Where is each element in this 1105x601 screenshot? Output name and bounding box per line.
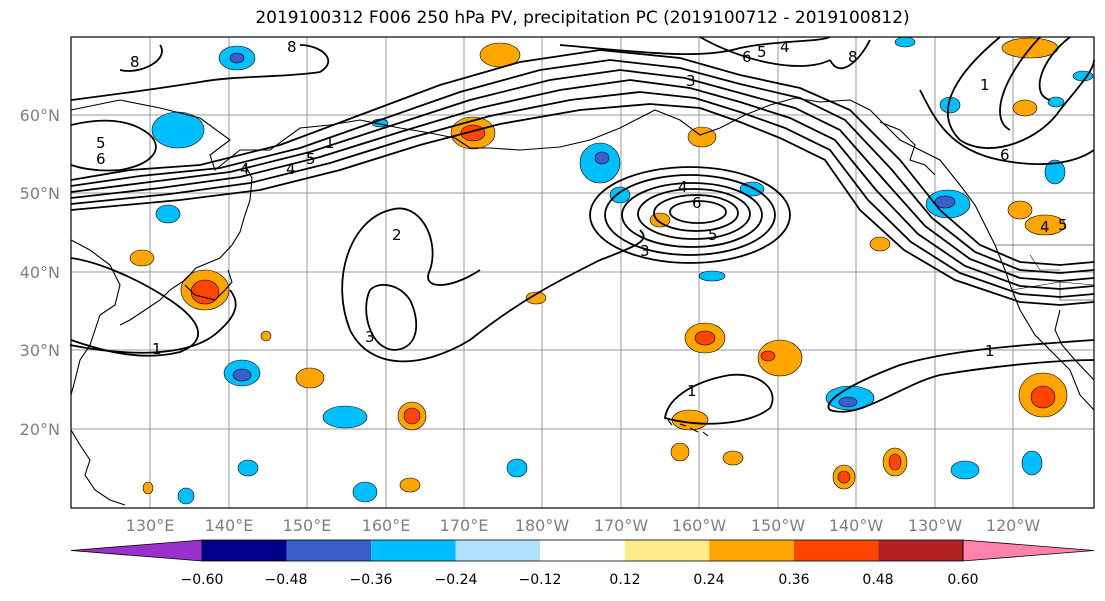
lat-label: 50°N <box>20 184 60 203</box>
svg-text:5: 5 <box>96 134 106 152</box>
colorbar-segment <box>709 540 794 561</box>
pv-contours <box>69 36 1095 425</box>
lon-label: 170°E <box>440 516 489 535</box>
lon-label: 140°E <box>205 516 254 535</box>
svg-text:8: 8 <box>287 38 297 56</box>
colorbar-tick-label: −0.12 <box>519 572 562 588</box>
svg-text:1: 1 <box>985 342 995 360</box>
lon-label: 160°E <box>362 516 411 535</box>
colorbar-tick-label: 0.48 <box>862 572 893 588</box>
svg-text:4: 4 <box>1040 218 1050 236</box>
colorbar-segment <box>540 540 625 561</box>
map-title: 2019100312 F006 250 hPa PV, precipitatio… <box>255 8 910 28</box>
svg-text:8: 8 <box>130 53 140 71</box>
lat-label: 60°N <box>20 106 60 125</box>
svg-text:2: 2 <box>392 226 402 244</box>
contour-labels: 8 8 8 5 6 4 5 4 6 5 4 6 5 4 3 1 1 1 2 3 … <box>96 38 1068 400</box>
lon-label: 150°E <box>283 516 332 535</box>
lon-label: 140°W <box>829 516 884 535</box>
lon-labels: 130°E 140°E 150°E 160°E 170°E 180°W 170°… <box>126 516 1041 535</box>
colorbar-tick-label: −0.24 <box>435 572 478 588</box>
colorbar-segment <box>371 540 456 561</box>
svg-text:4: 4 <box>286 160 296 178</box>
svg-text:5: 5 <box>757 43 767 61</box>
svg-text:5: 5 <box>306 150 316 168</box>
lon-label: 170°W <box>594 516 649 535</box>
svg-text:4: 4 <box>240 160 250 178</box>
colorbar-segment <box>455 540 541 561</box>
svg-text:6: 6 <box>96 150 106 168</box>
map-frame <box>70 36 1095 509</box>
colorbar-segment <box>878 540 963 561</box>
lon-label: 150°W <box>751 516 806 535</box>
svg-text:6: 6 <box>692 194 702 212</box>
colorbar-segment <box>70 539 203 562</box>
svg-text:5: 5 <box>708 226 718 244</box>
colorbar-segment <box>286 540 372 561</box>
lon-label: 130°E <box>126 516 175 535</box>
lat-label: 30°N <box>20 341 60 360</box>
lat-label: 20°N <box>20 420 60 439</box>
svg-text:3: 3 <box>686 72 696 90</box>
colorbar-tick-label: 0.24 <box>693 572 724 588</box>
svg-text:3: 3 <box>365 328 375 346</box>
lon-label: 120°W <box>986 516 1041 535</box>
colorbar <box>70 539 1095 562</box>
colorbar-tick-label: −0.60 <box>181 572 224 588</box>
svg-text:1: 1 <box>152 340 162 358</box>
svg-text:8: 8 <box>848 48 858 66</box>
colorbar-segment <box>624 540 710 561</box>
svg-text:5: 5 <box>1058 216 1068 234</box>
colorbar-tick-label: −0.36 <box>350 572 393 588</box>
map-panel: 8 8 8 5 6 4 5 4 6 5 4 6 5 4 3 1 1 1 2 3 … <box>69 36 1095 509</box>
colorbar-segment <box>793 540 879 561</box>
colorbar-frame <box>201 539 964 562</box>
colorbar-tick-label: 0.12 <box>609 572 640 588</box>
svg-text:3: 3 <box>640 242 650 260</box>
colorbar-tick-label: 0.60 <box>947 572 978 588</box>
svg-text:6: 6 <box>1000 146 1010 164</box>
svg-text:6: 6 <box>742 48 752 66</box>
lon-label: 160°W <box>672 516 727 535</box>
colorbar-tick-label: −0.48 <box>265 572 308 588</box>
precip-anomaly-fill <box>129 36 1094 505</box>
colorbar-ticks: −0.60 −0.48 −0.36 −0.24 −0.12 0.12 0.24 … <box>181 572 979 588</box>
colorbar-tick-label: 0.36 <box>778 572 809 588</box>
svg-text:1: 1 <box>325 134 335 152</box>
svg-text:4: 4 <box>678 178 688 196</box>
colorbar-segment <box>962 539 1095 562</box>
colorbar-segment <box>202 540 287 561</box>
lat-label: 40°N <box>20 263 60 282</box>
svg-text:1: 1 <box>980 76 990 94</box>
svg-text:4: 4 <box>780 38 790 56</box>
lon-label: 130°W <box>908 516 963 535</box>
lon-label: 180°W <box>515 516 570 535</box>
lat-labels: 60°N 50°N 40°N 30°N 20°N <box>20 106 60 439</box>
svg-text:1: 1 <box>687 382 697 400</box>
